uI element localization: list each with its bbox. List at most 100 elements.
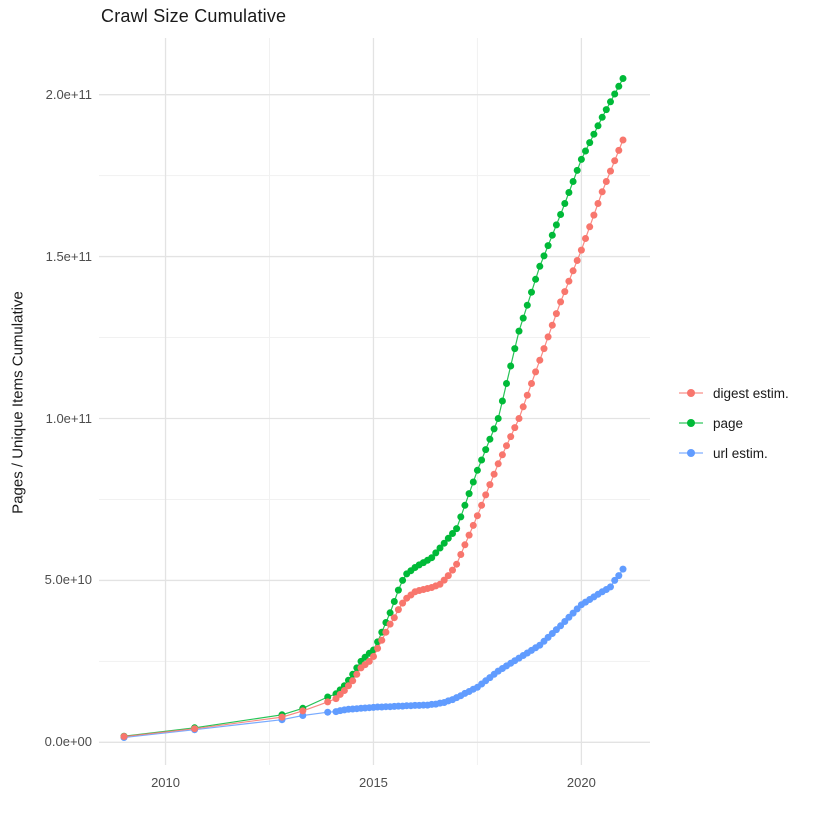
data-point	[399, 576, 407, 584]
data-point	[486, 481, 494, 489]
data-point	[486, 435, 494, 443]
data-point	[449, 530, 456, 537]
data-point	[569, 178, 577, 185]
data-point	[507, 362, 515, 370]
data-point	[511, 424, 519, 432]
data-point	[573, 166, 581, 174]
data-point	[490, 470, 498, 478]
data-point	[561, 200, 569, 207]
data-point	[532, 275, 540, 283]
data-point	[428, 554, 436, 562]
y-tick-label: 5.0e+10	[44, 572, 92, 588]
legend-key-digest-icon	[679, 385, 703, 401]
data-point	[586, 223, 594, 231]
data-point	[573, 257, 581, 264]
legend-label: page	[713, 415, 744, 431]
data-point	[453, 525, 461, 533]
data-point	[619, 136, 627, 144]
data-point	[453, 560, 461, 568]
y-tick-label: 1.0e+11	[45, 410, 92, 426]
data-point	[565, 277, 573, 285]
data-point	[444, 534, 452, 542]
data-point	[515, 327, 523, 335]
data-point	[582, 147, 589, 155]
data-point	[565, 189, 573, 196]
legend-item-url-estim: url estim.	[679, 438, 789, 468]
data-point	[598, 113, 606, 121]
data-point	[482, 446, 490, 454]
data-point	[552, 221, 560, 229]
data-point	[324, 698, 332, 706]
data-point	[557, 622, 565, 630]
data-point	[594, 122, 602, 130]
data-point	[386, 620, 394, 628]
data-point	[440, 539, 448, 547]
data-point	[523, 391, 531, 399]
data-point	[394, 606, 402, 614]
data-point	[494, 460, 502, 468]
data-point	[390, 614, 398, 622]
legend-item-digest-estim: digest estim.	[679, 378, 789, 408]
data-point	[619, 75, 627, 82]
data-point	[473, 466, 481, 474]
x-tick-label: 2010	[151, 775, 180, 790]
data-point	[473, 512, 481, 520]
data-point	[353, 670, 361, 678]
data-point	[540, 345, 548, 353]
data-point	[378, 636, 386, 644]
data-point	[602, 178, 610, 185]
data-point	[569, 267, 577, 275]
data-point	[544, 242, 552, 250]
data-point	[528, 288, 535, 296]
data-point	[511, 345, 519, 353]
y-tick-label: 0.0e+00	[44, 734, 92, 750]
data-point	[577, 155, 585, 163]
data-point	[386, 609, 394, 617]
data-point	[615, 572, 623, 580]
data-point	[544, 333, 552, 341]
data-point	[561, 288, 569, 296]
data-point	[598, 188, 606, 196]
data-point	[519, 403, 527, 411]
data-point	[278, 713, 286, 721]
series-url-estim	[120, 565, 627, 741]
data-point	[515, 415, 523, 422]
data-point	[345, 682, 352, 690]
data-point	[611, 90, 619, 98]
data-point	[507, 433, 515, 441]
y-tick-label: 1.5e+11	[45, 248, 92, 264]
data-point	[536, 356, 544, 364]
data-point	[440, 576, 448, 584]
data-point	[461, 501, 469, 509]
data-point	[370, 653, 377, 660]
data-point	[394, 586, 402, 594]
data-point	[607, 583, 614, 591]
legend-key-url-icon	[679, 445, 703, 461]
data-point	[478, 501, 486, 509]
data-point	[590, 211, 598, 219]
data-point	[582, 235, 589, 242]
data-point	[490, 425, 498, 433]
data-point	[482, 491, 490, 499]
data-point	[540, 252, 548, 260]
data-point	[349, 677, 357, 685]
chart-title: Crawl Size Cumulative	[101, 6, 287, 26]
data-point	[590, 130, 598, 138]
data-point	[469, 521, 477, 529]
data-point	[324, 693, 332, 701]
data-point	[557, 298, 565, 306]
data-point	[611, 157, 619, 165]
data-point	[498, 397, 506, 405]
data-point	[594, 200, 602, 207]
data-point	[461, 541, 469, 549]
data-point	[607, 98, 614, 106]
data-point	[365, 657, 373, 665]
data-point	[532, 368, 540, 376]
data-point	[503, 380, 510, 387]
data-point	[548, 321, 556, 329]
data-point	[469, 478, 477, 486]
data-point	[498, 451, 506, 459]
data-point	[528, 380, 535, 387]
